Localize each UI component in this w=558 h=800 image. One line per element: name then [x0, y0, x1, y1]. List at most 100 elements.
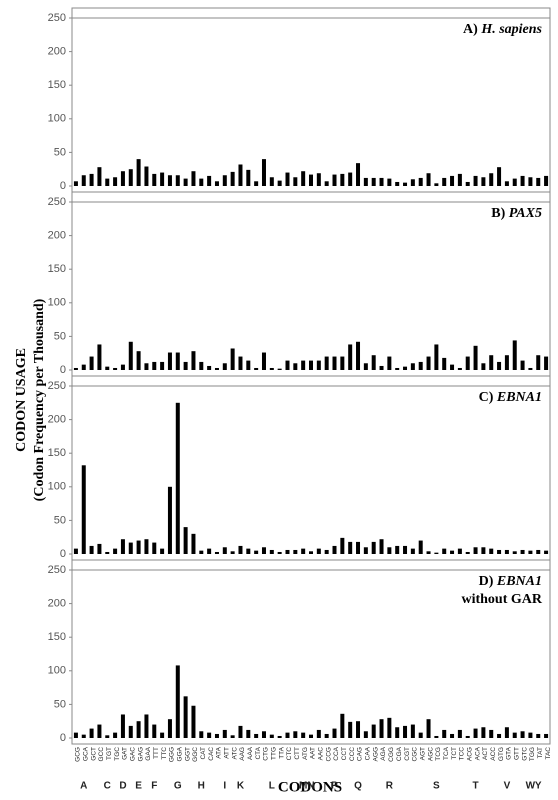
- bar: [489, 355, 494, 370]
- bar: [261, 547, 266, 554]
- bar: [238, 545, 243, 554]
- x-tick-label: CGC: [412, 747, 419, 762]
- bar: [160, 172, 165, 186]
- amino-acid-label: A: [80, 781, 87, 792]
- bar: [316, 360, 321, 370]
- bar: [544, 356, 549, 370]
- bar: [285, 360, 290, 370]
- bar: [277, 368, 282, 370]
- y-tick-label: 100: [48, 297, 66, 309]
- bar: [363, 177, 368, 186]
- bar: [520, 360, 525, 370]
- amino-acid-label: Y: [535, 781, 542, 792]
- bar: [183, 696, 188, 738]
- bar: [497, 549, 502, 554]
- panel-name: EBNA1: [496, 390, 542, 405]
- y-tick-label: 250: [48, 12, 66, 24]
- bar: [520, 175, 525, 186]
- bar: [89, 356, 94, 370]
- bar: [465, 356, 470, 370]
- bar: [536, 177, 541, 186]
- panel-title: A) H. sapiens: [463, 22, 543, 37]
- x-tick-label: GCC: [98, 747, 105, 762]
- panel-title: B) PAX5: [491, 206, 542, 221]
- bar: [113, 548, 118, 554]
- bar: [363, 547, 368, 554]
- y-tick-label: 100: [48, 481, 66, 493]
- bar: [128, 725, 133, 738]
- x-tick-label: CCC: [349, 747, 356, 761]
- bar: [528, 177, 533, 186]
- bar: [348, 541, 353, 554]
- amino-acid-label: W: [526, 781, 536, 792]
- bar: [395, 181, 400, 186]
- bar: [497, 361, 502, 370]
- bar: [332, 728, 337, 738]
- panel-label: B): [491, 206, 505, 221]
- x-tick-label: TGT: [106, 747, 113, 760]
- x-tick-label: CAG: [357, 747, 364, 761]
- bar: [113, 732, 118, 738]
- x-tick-label: GTT: [513, 747, 520, 760]
- bar: [152, 361, 157, 370]
- x-tick-label: GGG: [169, 747, 176, 762]
- bar: [81, 175, 86, 186]
- y-tick-label: 50: [54, 514, 66, 526]
- bar: [222, 729, 227, 738]
- bar: [254, 733, 259, 738]
- bar: [254, 550, 259, 554]
- bar: [191, 171, 196, 186]
- bar: [457, 173, 462, 186]
- bar: [222, 363, 227, 370]
- bar: [152, 173, 157, 186]
- panel-frame: [71, 559, 551, 745]
- bar: [261, 352, 266, 370]
- bar: [497, 167, 502, 186]
- bar: [356, 541, 361, 554]
- x-tick-label: CAC: [208, 747, 215, 761]
- bar: [277, 180, 282, 186]
- y-tick-label: 150: [48, 631, 66, 643]
- y-axis-label: (Codon Frequency per Thousand): [32, 298, 47, 501]
- bar: [324, 733, 329, 738]
- x-tick-label: ATT: [224, 747, 231, 759]
- amino-acid-label: Q: [354, 781, 362, 792]
- bar: [175, 352, 180, 370]
- bar: [450, 175, 455, 186]
- y-tick-label: 0: [60, 364, 66, 376]
- y-tick-label: 0: [60, 548, 66, 560]
- bar: [254, 367, 259, 370]
- bar: [105, 551, 110, 554]
- x-tick-label: ACT: [482, 747, 489, 760]
- bar: [97, 543, 102, 554]
- bar: [136, 721, 141, 738]
- y-tick-label: 150: [48, 263, 66, 275]
- bar: [489, 548, 494, 554]
- bar: [293, 731, 298, 738]
- bar: [528, 550, 533, 554]
- x-tick-label: ATA: [216, 746, 223, 758]
- x-tick-label: GAC: [129, 747, 136, 761]
- bar: [167, 352, 172, 370]
- bar: [536, 733, 541, 738]
- bar: [403, 366, 408, 370]
- bar: [520, 549, 525, 554]
- panel-label: A): [463, 22, 478, 37]
- bar: [230, 551, 235, 554]
- x-tick-label: CCG: [325, 747, 332, 761]
- y-tick-label: 50: [54, 330, 66, 342]
- bar: [309, 360, 313, 370]
- bar: [167, 175, 172, 186]
- bar: [371, 355, 376, 370]
- bar: [489, 729, 494, 738]
- bar: [512, 732, 517, 738]
- bar: [340, 356, 345, 370]
- bar: [450, 364, 455, 370]
- bar: [160, 732, 165, 738]
- amino-acid-label: L: [269, 781, 275, 792]
- bar: [528, 367, 533, 370]
- bar: [434, 552, 439, 554]
- amino-acid-label: K: [237, 781, 245, 792]
- bar: [269, 549, 274, 554]
